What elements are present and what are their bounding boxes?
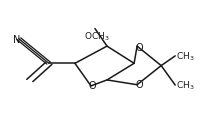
- Text: O: O: [135, 79, 143, 89]
- Text: OCH$_3$: OCH$_3$: [84, 30, 110, 43]
- Text: CH$_3$: CH$_3$: [176, 79, 195, 92]
- Text: CH$_3$: CH$_3$: [176, 50, 195, 63]
- Text: O: O: [88, 80, 96, 90]
- Text: O: O: [135, 43, 143, 53]
- Text: N: N: [13, 34, 20, 44]
